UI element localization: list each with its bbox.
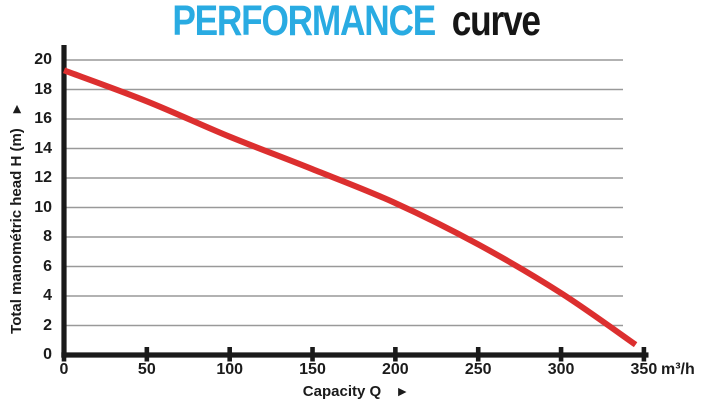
page-title: PERFORMANCE curve [0, 0, 712, 46]
x-tick-label: 150 [299, 361, 326, 378]
x-tick-label: 300 [547, 361, 575, 378]
y-tick-label: 18 [34, 80, 52, 98]
y-tick-label: 6 [43, 257, 52, 275]
x-axis-title-text: Capacity Q [302, 383, 382, 400]
x-tick-label: 200 [382, 361, 409, 378]
x-tick-label: 50 [137, 361, 156, 378]
y-tick-label: 12 [34, 169, 52, 186]
y-axis-title: Total manométric head H (m) ► [8, 87, 28, 349]
y-tick-label: 16 [34, 110, 52, 127]
y-tick-label: 0 [43, 346, 52, 363]
y-tick-label: 10 [34, 198, 52, 216]
x-tick-label: 350 [630, 361, 658, 378]
y-tick-label: 14 [34, 139, 52, 157]
performance-curve-line [62, 67, 638, 348]
y-tick-label: 2 [43, 316, 52, 334]
y-tick-label: 8 [43, 228, 52, 245]
title-highlight: PERFORMANCE [172, 0, 436, 45]
up-arrow-icon: ► [8, 102, 24, 117]
page-title-text: PERFORMANCE curve [172, 0, 541, 46]
x-axis-unit-label: m³/h [661, 361, 695, 378]
y-tick-label: 20 [34, 51, 52, 68]
x-tick-label: 250 [464, 361, 492, 378]
x-tick-label: 100 [216, 361, 244, 378]
x-axis-title: Capacity Q ► [0, 383, 712, 400]
x-tick-label: 0 [59, 361, 69, 378]
y-axis-title-text: Total manométric head H (m) [8, 128, 25, 334]
y-tick-label: 4 [43, 287, 52, 304]
right-arrow-icon: ► [395, 383, 410, 399]
title-rest: curve [451, 0, 541, 45]
